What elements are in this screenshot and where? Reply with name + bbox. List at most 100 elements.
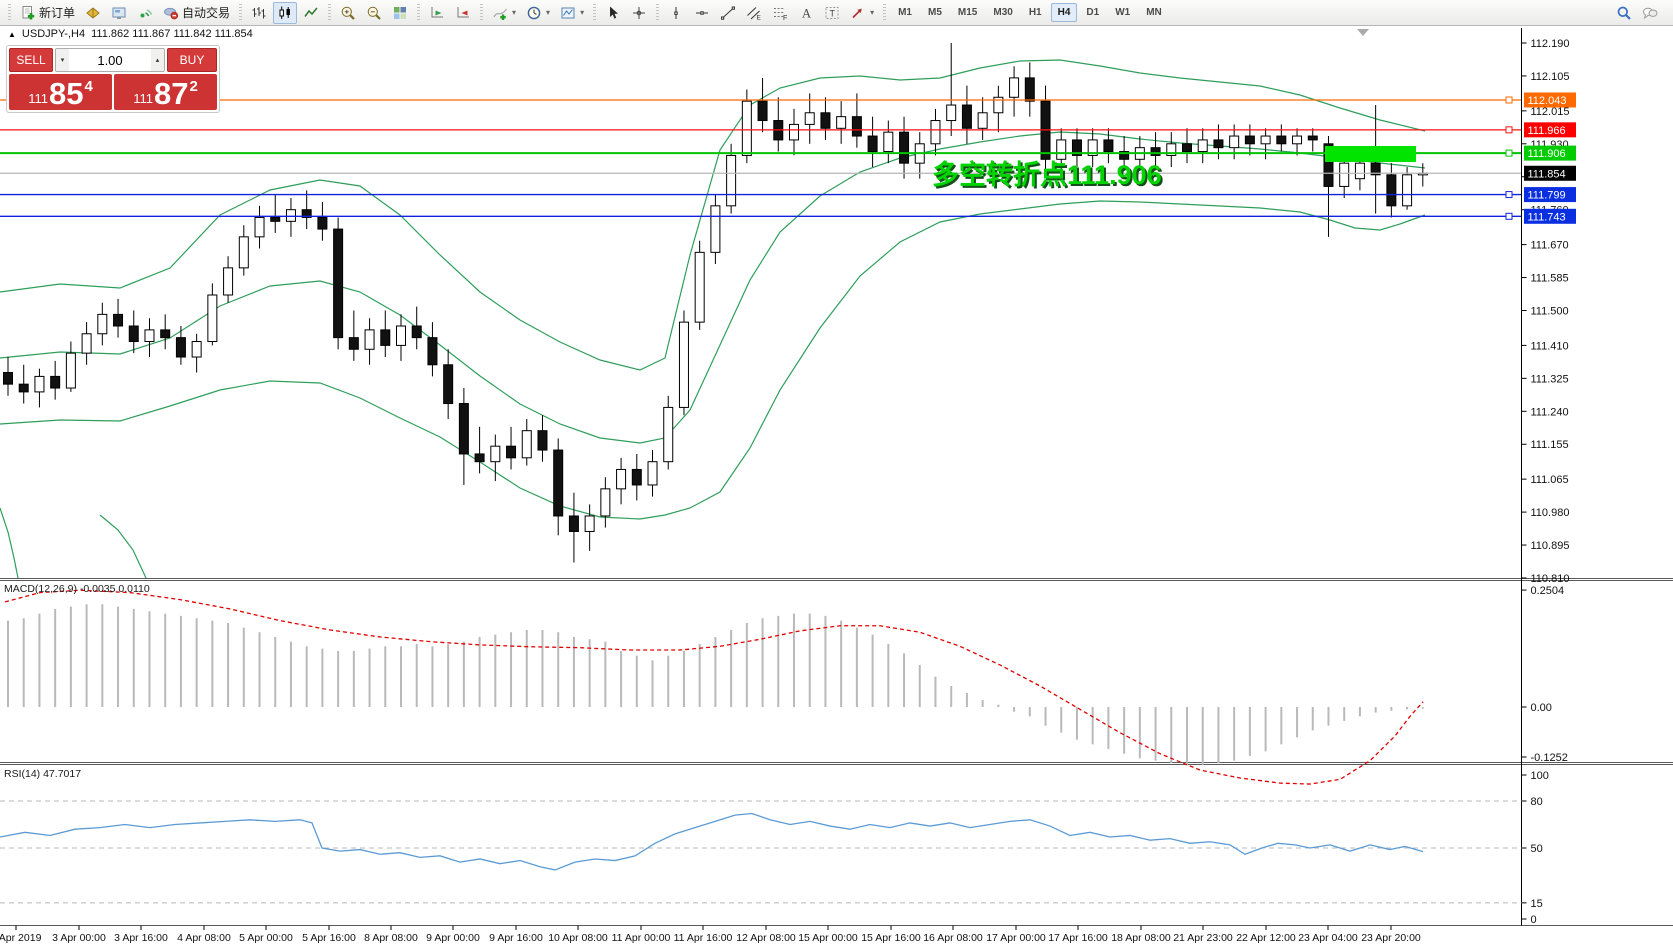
buy-price-pip: 2 bbox=[189, 78, 198, 95]
volume-increase-button[interactable]: ▴ bbox=[151, 49, 164, 71]
buy-button[interactable]: BUY bbox=[167, 48, 217, 72]
search-button[interactable] bbox=[1612, 2, 1636, 24]
timeframe-h1[interactable]: H1 bbox=[1028, 7, 1042, 18]
candle-body bbox=[867, 135, 878, 153]
zoom-out-button[interactable] bbox=[362, 2, 386, 24]
highlight-zone[interactable] bbox=[1325, 146, 1416, 162]
candle-body bbox=[364, 329, 375, 350]
candle-body bbox=[600, 488, 611, 517]
timeframe-h4[interactable]: H4 bbox=[1050, 3, 1078, 22]
text-button[interactable]: A bbox=[794, 2, 818, 24]
timeframe-m5[interactable]: M5 bbox=[928, 7, 942, 18]
bar-chart-button[interactable] bbox=[247, 2, 271, 24]
price-label-text: 111.906 bbox=[1528, 148, 1566, 160]
candle-body bbox=[1339, 162, 1350, 187]
price-tick-label: 111.325 bbox=[1531, 373, 1569, 385]
cursor-button[interactable] bbox=[601, 2, 625, 24]
autotrade-button[interactable]: 自动交易 bbox=[159, 1, 234, 24]
sell-price[interactable]: 111 85 4 bbox=[9, 74, 112, 110]
toolbar-drag-handle[interactable] bbox=[883, 3, 887, 22]
candle-body bbox=[977, 112, 988, 129]
volume-input[interactable] bbox=[69, 49, 151, 71]
candlestick-chart-button[interactable] bbox=[273, 1, 298, 24]
crosshair-button[interactable] bbox=[627, 2, 651, 24]
horizontal-line-button[interactable] bbox=[690, 2, 714, 24]
timeframe-m15[interactable]: M15 bbox=[957, 7, 978, 18]
terminal-button[interactable] bbox=[107, 2, 131, 24]
candle-body bbox=[647, 461, 658, 486]
time-tick-label: 12 Apr 08:00 bbox=[736, 932, 796, 944]
chevron-down-icon[interactable]: ▾ bbox=[870, 8, 875, 17]
toolbar-drag-handle[interactable] bbox=[656, 3, 660, 22]
rsi-scale-label: 80 bbox=[1531, 796, 1543, 808]
cloud-stop-glyph bbox=[164, 7, 179, 19]
line-handle[interactable] bbox=[1505, 212, 1513, 220]
candle-body bbox=[584, 515, 595, 532]
add-indicator-glyph bbox=[493, 8, 507, 20]
timeframe-w1[interactable]: W1 bbox=[1115, 7, 1131, 18]
candle-body bbox=[333, 228, 344, 339]
line-handle[interactable] bbox=[1505, 149, 1513, 157]
line-handle[interactable] bbox=[1505, 96, 1513, 104]
line-chart-button[interactable] bbox=[299, 2, 323, 24]
price-tick-label: 111.500 bbox=[1531, 305, 1569, 317]
tile-windows-button[interactable] bbox=[388, 2, 412, 24]
trendline-button[interactable] bbox=[716, 2, 740, 24]
clock-glyph bbox=[527, 6, 541, 19]
autotrade-button-label: 自动交易 bbox=[182, 6, 231, 20]
line-handle[interactable] bbox=[1505, 126, 1513, 134]
candle-body bbox=[443, 364, 454, 405]
volume-decrease-button[interactable]: ▾ bbox=[56, 49, 69, 71]
candle-body bbox=[961, 104, 972, 129]
candle-body bbox=[396, 325, 406, 346]
candle-body bbox=[1056, 139, 1067, 160]
price-label-text: 111.854 bbox=[1528, 168, 1566, 180]
channel-button[interactable]: E bbox=[742, 2, 766, 24]
toolbar-drag-handle[interactable] bbox=[593, 3, 597, 22]
candle-body bbox=[1024, 77, 1035, 102]
arrows-button[interactable]: ▾ bbox=[846, 2, 878, 24]
toolbar-drag-handle[interactable] bbox=[239, 3, 243, 22]
timeframe-m1[interactable]: M1 bbox=[898, 7, 912, 18]
chart-canvas[interactable]: 多空转折点111.906多空转折点111.906112.190112.10511… bbox=[0, 26, 1673, 947]
toolbar-drag-handle[interactable] bbox=[417, 3, 421, 22]
vertical-line-button[interactable] bbox=[664, 2, 688, 24]
new-order-button-label: 新订单 bbox=[39, 6, 76, 20]
templates-button[interactable]: ▾ bbox=[556, 2, 588, 24]
line-handle[interactable] bbox=[1505, 191, 1513, 199]
chevron-down-icon[interactable]: ▾ bbox=[580, 8, 585, 17]
chevron-down-icon[interactable]: ▾ bbox=[546, 8, 551, 17]
collapse-triangle-icon[interactable]: ▲ bbox=[8, 29, 16, 39]
chevron-down-icon[interactable]: ▾ bbox=[512, 8, 517, 17]
periods-button[interactable]: ▾ bbox=[522, 2, 554, 24]
candle-body bbox=[741, 100, 752, 156]
fibonacci-button[interactable]: F bbox=[768, 2, 792, 24]
zoom-in-button[interactable] bbox=[336, 2, 360, 24]
candle-body bbox=[474, 453, 485, 463]
candle-body bbox=[899, 131, 910, 164]
chart-shift-button[interactable] bbox=[451, 2, 475, 24]
signals-button[interactable] bbox=[133, 2, 157, 24]
toolbar-drag-handle[interactable] bbox=[328, 3, 332, 22]
auto-scroll-button[interactable] bbox=[425, 2, 449, 24]
timeframe-d1[interactable]: D1 bbox=[1086, 7, 1100, 18]
price-tick-label: 111.155 bbox=[1531, 439, 1569, 451]
toolbar-drag-handle[interactable] bbox=[480, 3, 484, 22]
candle-body bbox=[568, 515, 579, 532]
profiles-button[interactable] bbox=[81, 2, 105, 24]
candle-body bbox=[883, 131, 894, 153]
buy-price[interactable]: 111 87 2 bbox=[114, 74, 217, 110]
chat-button[interactable] bbox=[1638, 2, 1662, 24]
chart-window[interactable]: 多空转折点111.906 多空转折点111.906 112.190 112.105 11… bbox=[0, 26, 1673, 947]
chart-annotation[interactable]: 多空转折点111.906 bbox=[932, 159, 1162, 190]
timeframe-mn[interactable]: MN bbox=[1146, 7, 1162, 18]
candle-body bbox=[1087, 139, 1098, 156]
label-button[interactable]: T bbox=[820, 2, 844, 24]
indicators-button[interactable]: ▾ bbox=[488, 2, 520, 24]
sell-button[interactable]: SELL bbox=[9, 48, 53, 72]
toolbar-drag-handle[interactable] bbox=[8, 3, 11, 22]
sell-price-prefix: 111 bbox=[28, 91, 48, 106]
timeframe-m30[interactable]: M30 bbox=[993, 7, 1013, 18]
new-order-button[interactable]: 新订单 bbox=[16, 1, 79, 24]
price-tick-label: 110.810 bbox=[1531, 573, 1570, 585]
